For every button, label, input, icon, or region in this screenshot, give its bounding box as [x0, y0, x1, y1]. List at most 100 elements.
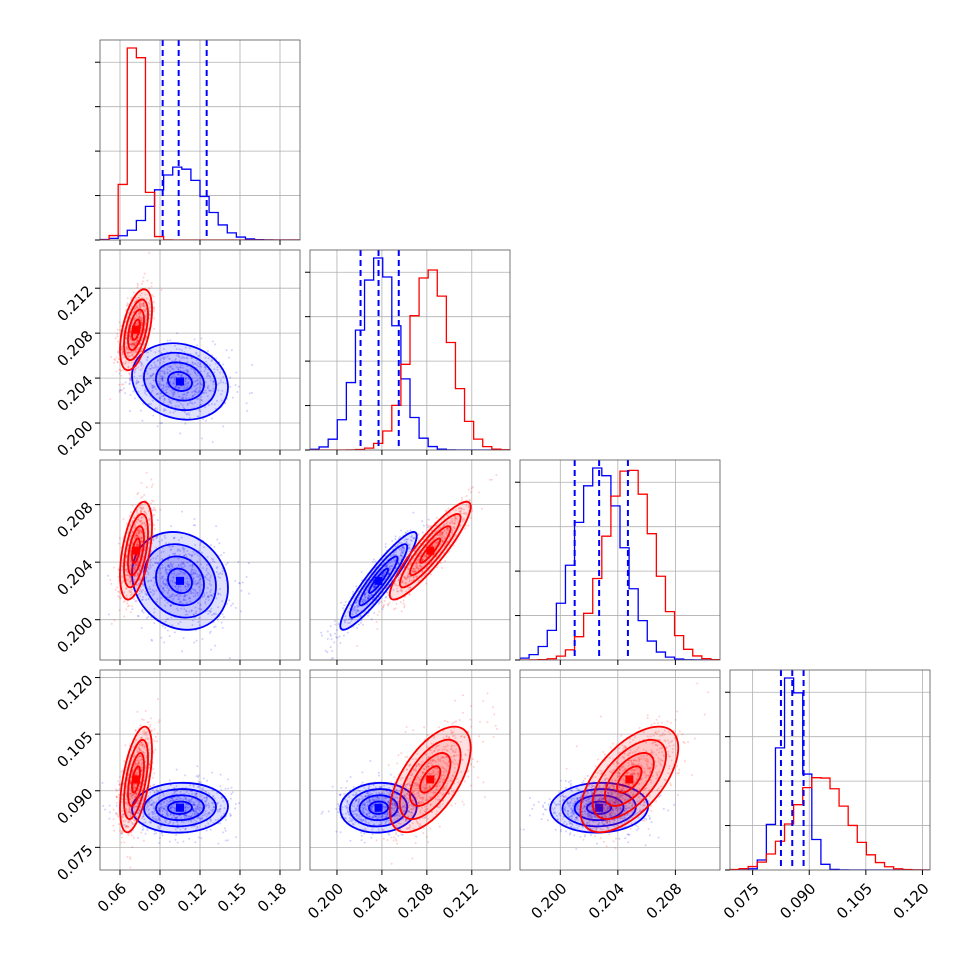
scatter-point	[354, 611, 357, 614]
scatter-point	[329, 633, 332, 636]
scatter-point	[350, 619, 353, 622]
scatter-point	[191, 396, 194, 399]
scatter-point	[413, 537, 416, 540]
scatter-point	[183, 370, 186, 373]
scatter-point	[141, 583, 144, 586]
scatter-point	[153, 611, 156, 614]
scatter-point	[124, 540, 127, 543]
scatter-point	[129, 525, 132, 528]
scatter-point	[215, 597, 218, 600]
scatter-point	[135, 304, 138, 307]
scatter-point	[347, 618, 350, 621]
scatter-point	[353, 608, 356, 611]
scatter-point	[180, 357, 183, 360]
scatter-point	[139, 316, 142, 319]
scatter-point	[127, 355, 130, 358]
scatter-point	[392, 588, 395, 591]
scatter-point	[129, 579, 132, 582]
scatter-point	[188, 837, 191, 840]
scatter-point	[213, 626, 216, 629]
scatter-point	[124, 320, 127, 323]
scatter-point	[163, 397, 166, 400]
scatter-point	[175, 834, 178, 837]
scatter-point	[185, 356, 188, 359]
scatter-point	[379, 600, 382, 603]
scatter-point	[130, 588, 133, 591]
scatter-point	[184, 594, 187, 597]
scatter-point	[138, 303, 141, 306]
scatter-point	[204, 576, 207, 579]
scatter-point	[160, 585, 163, 588]
scatter-point	[115, 356, 118, 359]
scatter-point	[470, 516, 473, 519]
scatter-point	[400, 550, 403, 553]
scatter-point	[135, 379, 138, 382]
scatter-point	[130, 569, 133, 572]
scatter-point	[172, 411, 175, 414]
scatter-point	[152, 557, 155, 560]
scatter-point	[166, 388, 169, 391]
histogram-p2-series-1	[310, 269, 510, 450]
scatter-point	[138, 578, 141, 581]
scatter-point	[442, 531, 445, 534]
scatter-point	[168, 635, 171, 638]
scatter-point	[172, 552, 175, 555]
scatter-point	[186, 361, 189, 364]
scatter-point	[215, 567, 218, 570]
scatter-point	[375, 621, 378, 624]
scatter-point	[138, 531, 141, 534]
scatter-point	[132, 361, 135, 364]
scatter-point	[162, 579, 165, 582]
scatter-point	[385, 565, 388, 568]
scatter-point	[139, 551, 142, 554]
contour-p1-p3-series-0-level-2	[155, 555, 205, 607]
scatter-point	[129, 550, 132, 553]
scatter-point	[129, 575, 132, 578]
scatter-point	[158, 841, 161, 844]
scatter-point	[177, 585, 180, 588]
scatter-point	[221, 570, 224, 573]
scatter-point	[468, 499, 471, 502]
scatter-point	[415, 575, 418, 578]
scatter-point	[212, 380, 215, 383]
scatter-point	[418, 557, 421, 560]
scatter-point	[382, 574, 385, 577]
scatter-point	[362, 598, 365, 601]
scatter-point	[175, 365, 178, 368]
scatter-point	[131, 364, 134, 367]
scatter-point	[183, 357, 186, 360]
scatter-point	[143, 303, 146, 306]
scatter-point	[190, 592, 193, 595]
scatter-point	[413, 570, 416, 573]
scatter-point	[405, 531, 408, 534]
scatter-point	[131, 530, 134, 533]
scatter-point	[236, 391, 239, 394]
scatter-point	[167, 398, 170, 401]
scatter-point	[205, 591, 208, 594]
scatter-point	[169, 411, 172, 414]
scatter-point	[417, 533, 420, 536]
scatter-point	[219, 773, 222, 776]
scatter-point	[183, 563, 186, 566]
scatter-point	[221, 389, 224, 392]
scatter-point	[142, 304, 145, 307]
scatter-point	[392, 553, 395, 556]
scatter-point	[407, 575, 410, 578]
scatter-point	[161, 378, 164, 381]
scatter-point	[149, 559, 152, 562]
scatter-point	[204, 389, 207, 392]
scatter-point	[118, 368, 121, 371]
scatter-point	[350, 617, 353, 620]
scatter-point	[408, 593, 411, 596]
scatter-point	[140, 519, 143, 522]
scatter-point	[398, 541, 401, 544]
scatter-point	[153, 832, 156, 835]
scatter-point	[135, 544, 138, 547]
scatter-point	[133, 537, 136, 540]
scatter-point	[153, 527, 156, 530]
scatter-point	[124, 381, 127, 384]
scatter-point	[195, 583, 198, 586]
scatter-point	[168, 596, 171, 599]
scatter-point	[190, 367, 193, 370]
scatter-point	[210, 359, 213, 362]
